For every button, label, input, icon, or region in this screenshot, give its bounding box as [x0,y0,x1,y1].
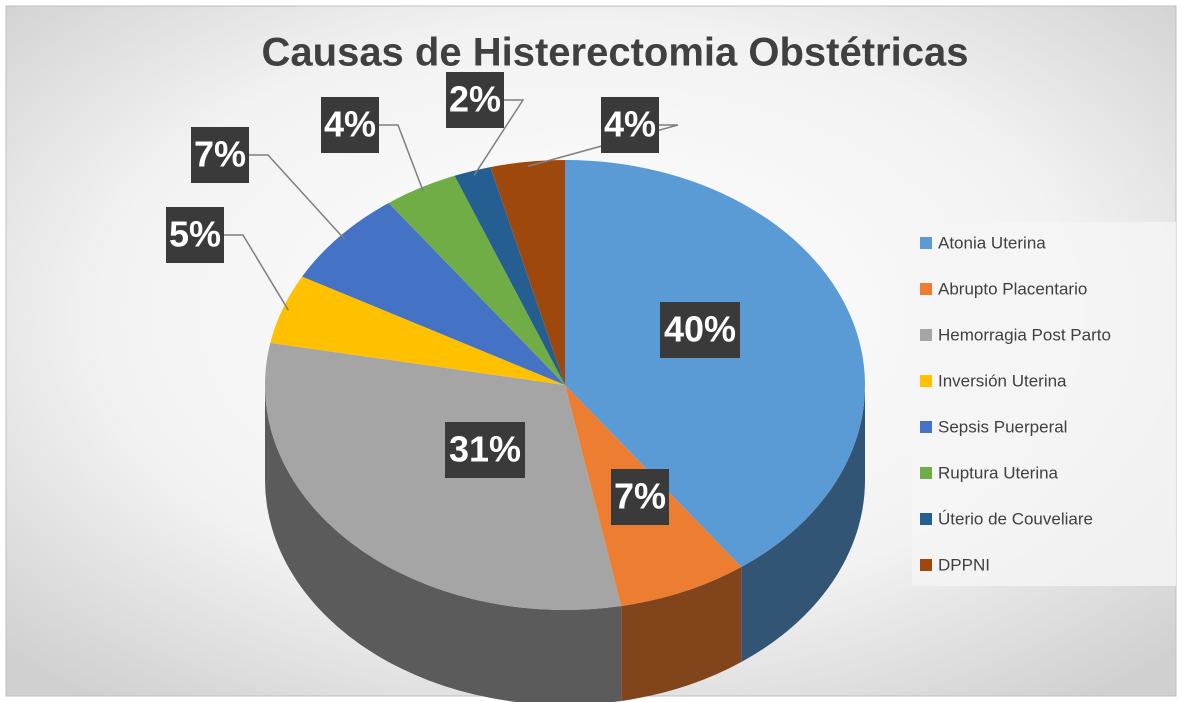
legend-label: Inversión Uterina [938,371,1067,390]
slice [302,202,565,385]
legend-swatch [920,513,932,525]
data-label: 7% [614,476,666,517]
data-label-box [660,302,740,358]
legend-label: Abrupto Placentario [938,279,1087,298]
leader-line [378,124,425,193]
data-label: 4% [324,104,376,145]
legend-label: Sepsis Puerperal [938,417,1067,436]
leader-line [527,124,679,167]
data-label: 5% [169,214,221,255]
data-label: 4% [604,104,656,145]
data-label: 2% [449,79,501,120]
slice [270,276,565,385]
data-label: 31% [449,429,521,470]
legend-swatch [920,467,932,479]
slice [388,175,565,385]
data-label-box [611,469,669,525]
slice [490,160,565,385]
data-label-box [446,72,504,128]
legend-swatch [920,421,932,433]
data-label-box [445,422,525,478]
leader-line [473,99,525,176]
data-label: 40% [664,309,736,350]
data-label-box [166,207,224,263]
data-label-box [321,97,379,153]
legend-label: Atonia Uterina [938,233,1046,252]
slice [454,167,565,385]
slice [565,160,865,568]
legend-label: Ruptura Uterina [938,463,1059,482]
data-label-box [601,97,659,153]
slice-side [741,385,866,663]
slice [265,342,622,611]
legend-swatch [920,237,932,249]
legend-swatch [920,329,932,341]
legend-swatch [920,375,932,387]
chart-title: Causas de Histerectomia Obstétricas [262,31,969,75]
legend-label: Hemorragia Post Parto [938,325,1111,344]
slice-side [265,385,622,702]
legend-swatch [920,283,932,295]
legend-swatch [920,559,932,571]
slice-side [621,567,742,702]
leader-line [248,154,346,240]
legend-label: Úterio de Couveliare [938,509,1093,528]
data-label: 7% [194,134,246,175]
leader-line [223,234,290,311]
legend-box [912,222,1176,586]
legend-label: DPPNI [938,555,990,574]
data-label-box [191,127,249,183]
